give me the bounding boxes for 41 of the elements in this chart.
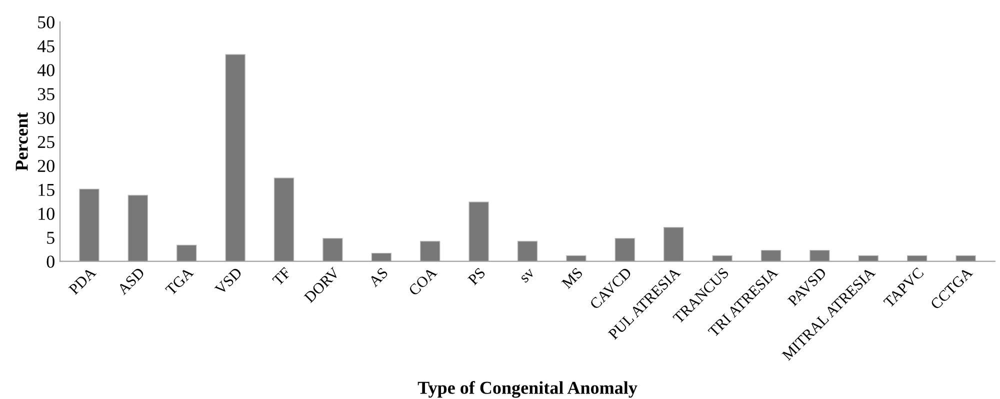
x-tick-label: TGA [164,266,194,296]
y-tick-label: 50 [38,16,54,28]
y-tick-label: 25 [38,136,54,148]
bar [371,252,392,262]
bar [517,240,538,262]
y-tick-label: 5 [47,232,54,244]
y-tick-label: 35 [38,88,54,100]
bar [810,250,830,262]
bar [322,238,343,262]
bar [956,255,976,262]
bar [79,188,100,262]
x-tick-label: sv [520,268,536,283]
bar [760,250,782,262]
x-tick-label: COA [408,266,438,296]
x-tick-label: AS [368,267,388,288]
x-tick-label: MS [561,267,584,290]
y-tick-label: 0 [46,256,54,268]
x-tick-label: TF [272,267,292,286]
bar [614,238,635,262]
bar [566,255,586,262]
x-tick-label: PDA [68,266,97,296]
bar [128,194,148,262]
bar [274,178,294,262]
bar [858,255,878,262]
bar [712,255,732,262]
y-tick-label: 45 [37,40,54,52]
x-axis-title: Type of Congenital Anomaly [418,381,638,398]
y-tick-label: 40 [37,64,54,76]
x-tick-label: PS [467,267,486,286]
bar [906,255,928,262]
bar [468,202,489,262]
x-tick-label: VSD [214,266,243,296]
bar [225,54,246,262]
bar [664,227,684,262]
y-tick-label: 20 [38,160,54,172]
bar [420,240,440,262]
y-tick-label: 30 [38,112,54,124]
y-tick-label: 15 [38,184,54,196]
y-axis-title: Percent [16,112,28,171]
bar [176,244,197,262]
y-tick-label: 10 [38,208,54,220]
